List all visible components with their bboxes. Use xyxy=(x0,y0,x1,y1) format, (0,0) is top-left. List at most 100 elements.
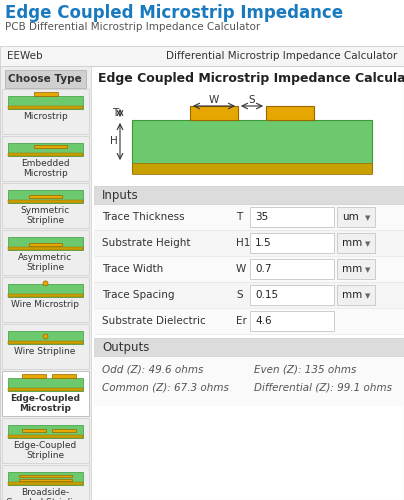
Text: 0.7: 0.7 xyxy=(255,264,271,274)
Text: H1: H1 xyxy=(236,238,250,248)
Text: W: W xyxy=(236,264,246,274)
Bar xyxy=(132,163,372,174)
Bar xyxy=(94,282,404,308)
Text: PCB Differential Microstrip Impedance Calculator: PCB Differential Microstrip Impedance Ca… xyxy=(5,22,260,32)
Text: Trace Spacing: Trace Spacing xyxy=(102,290,175,300)
Bar xyxy=(8,144,83,156)
Text: ▼: ▼ xyxy=(365,215,370,221)
Bar xyxy=(94,204,404,230)
Bar xyxy=(2,277,89,322)
Bar xyxy=(2,465,89,500)
Text: mm: mm xyxy=(342,238,362,248)
Bar xyxy=(94,230,404,256)
Text: Choose Type: Choose Type xyxy=(8,74,82,84)
Bar xyxy=(337,285,375,305)
Text: 35: 35 xyxy=(255,212,268,222)
Text: Er: Er xyxy=(236,316,247,326)
Text: Wire Stripline: Wire Stripline xyxy=(14,347,76,356)
Bar xyxy=(8,154,83,156)
Bar xyxy=(2,136,89,181)
Bar xyxy=(8,284,83,297)
Bar xyxy=(8,200,83,203)
Bar xyxy=(8,294,83,297)
Text: 1.5: 1.5 xyxy=(255,238,271,248)
Text: H: H xyxy=(110,136,118,146)
Text: 0.15: 0.15 xyxy=(255,290,278,300)
Bar xyxy=(2,371,89,416)
Text: Trace Width: Trace Width xyxy=(102,264,163,274)
Bar xyxy=(2,324,89,369)
Bar xyxy=(250,259,334,279)
Bar xyxy=(8,472,83,485)
Text: T: T xyxy=(236,212,242,222)
Circle shape xyxy=(43,281,48,286)
Text: Substrate Dielectric: Substrate Dielectric xyxy=(102,316,206,326)
Text: Edge Coupled Microstrip Impedance Calculator: Edge Coupled Microstrip Impedance Calcul… xyxy=(98,72,404,85)
Bar xyxy=(8,96,83,109)
Text: Differential (Z): 99.1 ohms: Differential (Z): 99.1 ohms xyxy=(254,383,392,393)
Bar xyxy=(21,374,46,378)
Bar xyxy=(21,428,46,432)
Bar xyxy=(250,233,334,253)
Text: Microstrip: Microstrip xyxy=(23,112,67,121)
Text: Edge Coupled Microstrip Impedance: Edge Coupled Microstrip Impedance xyxy=(5,4,343,22)
Text: Symmetric
Stripline: Symmetric Stripline xyxy=(20,206,69,226)
Text: S: S xyxy=(236,290,243,300)
Text: Asymmetric
Stripline: Asymmetric Stripline xyxy=(18,253,72,272)
Bar xyxy=(8,106,83,109)
Bar xyxy=(8,426,83,438)
Text: EEWeb: EEWeb xyxy=(7,51,43,61)
Text: mm: mm xyxy=(342,264,362,274)
Bar xyxy=(94,186,404,204)
Text: Trace Thickness: Trace Thickness xyxy=(102,212,185,222)
Bar xyxy=(8,342,83,344)
Bar xyxy=(19,475,72,478)
Bar xyxy=(5,70,86,88)
Bar xyxy=(132,120,372,172)
Text: S: S xyxy=(249,95,255,105)
Text: Broadside-
Coupled Stripline: Broadside- Coupled Stripline xyxy=(6,488,84,500)
Bar xyxy=(94,356,404,406)
Circle shape xyxy=(43,334,48,339)
Bar xyxy=(8,436,83,438)
Text: Odd (Z): 49.6 ohms: Odd (Z): 49.6 ohms xyxy=(102,364,203,374)
Bar xyxy=(94,308,404,334)
Text: um: um xyxy=(342,212,359,222)
Bar xyxy=(8,238,83,250)
Bar xyxy=(2,183,89,228)
Bar xyxy=(2,230,89,275)
Bar xyxy=(51,428,76,432)
Text: ▼: ▼ xyxy=(365,267,370,273)
Bar xyxy=(8,378,83,391)
Bar xyxy=(337,233,375,253)
Text: ▼: ▼ xyxy=(365,293,370,299)
Text: Inputs: Inputs xyxy=(102,188,139,202)
Bar xyxy=(29,243,62,246)
Bar xyxy=(266,106,314,120)
Text: Wire Microstrip: Wire Microstrip xyxy=(11,300,79,309)
Bar xyxy=(51,374,76,378)
Bar xyxy=(34,92,57,96)
Text: W: W xyxy=(209,95,219,105)
Text: mm: mm xyxy=(342,290,362,300)
Bar xyxy=(2,89,89,134)
Bar xyxy=(0,0,404,46)
Text: Outputs: Outputs xyxy=(102,340,149,353)
Text: Edge-Coupled
Microstrip: Edge-Coupled Microstrip xyxy=(10,394,80,413)
Bar xyxy=(337,207,375,227)
Bar xyxy=(8,388,83,391)
Bar xyxy=(19,478,72,481)
Bar xyxy=(0,66,91,500)
Bar xyxy=(8,248,83,250)
Text: Edge-Coupled
Stripline: Edge-Coupled Stripline xyxy=(13,441,77,460)
Text: Common (Z): 67.3 ohms: Common (Z): 67.3 ohms xyxy=(102,383,229,393)
Text: T: T xyxy=(112,108,118,118)
Bar xyxy=(94,338,404,356)
Bar xyxy=(0,46,404,66)
Bar xyxy=(94,256,404,282)
Bar xyxy=(8,482,83,485)
Bar xyxy=(34,146,67,148)
Bar xyxy=(8,190,83,203)
Text: Differential Microstrip Impedance Calculator: Differential Microstrip Impedance Calcul… xyxy=(166,51,397,61)
Bar xyxy=(190,106,238,120)
